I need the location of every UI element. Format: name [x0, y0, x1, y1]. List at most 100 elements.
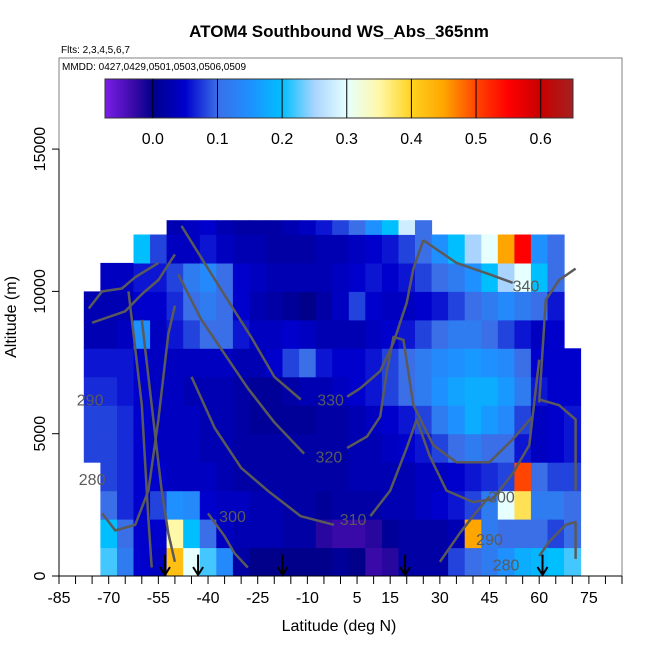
- heatmap-cell: [415, 433, 433, 463]
- heatmap-cell: [464, 547, 482, 577]
- colorbar-gradient: [104, 78, 574, 119]
- heatmap-cell: [381, 262, 399, 292]
- heatmap-cell: [315, 547, 333, 577]
- heatmap-cell: [332, 348, 350, 378]
- x-tick-label: 45: [481, 590, 499, 607]
- heatmap-cell: [315, 405, 333, 435]
- heatmap-cell: [282, 319, 300, 349]
- heatmap-cell: [282, 220, 300, 235]
- heatmap-cell: [199, 234, 217, 264]
- heatmap-cell: [481, 433, 499, 463]
- heatmap-cell: [415, 220, 433, 235]
- heatmap-cell: [166, 433, 184, 463]
- heatmap-cell: [183, 348, 201, 378]
- heatmap-cell: [530, 234, 548, 264]
- heatmap-cell: [431, 348, 449, 378]
- x-tick-label: -55: [147, 590, 170, 607]
- heatmap-cell: [415, 319, 433, 349]
- heatmap-cell: [530, 262, 548, 292]
- heatmap-cell: [514, 519, 532, 549]
- contour-label: 290: [476, 532, 503, 549]
- heatmap-cell: [431, 490, 449, 520]
- heatmap-cell: [481, 262, 499, 292]
- heatmap-cell: [497, 405, 515, 435]
- heatmap-cell: [398, 234, 416, 264]
- heatmap-cell: [365, 291, 383, 321]
- heatmap-cell: [282, 348, 300, 378]
- heatmap-cell: [365, 319, 383, 349]
- heatmap-cell: [348, 490, 366, 520]
- heatmap-cell: [216, 433, 234, 463]
- heatmap-cell: [299, 348, 317, 378]
- heatmap-cell: [530, 405, 548, 435]
- heatmap-cell: [530, 462, 548, 492]
- heatmap-cell: [100, 547, 118, 577]
- heatmap-cell: [481, 319, 499, 349]
- heatmap-cell: [530, 519, 548, 549]
- heatmap-cell: [431, 291, 449, 321]
- y-axis: 0 5000 10000 15000: [32, 127, 60, 580]
- heatmap-cell: [232, 291, 250, 321]
- heatmap-cell: [481, 291, 499, 321]
- colorbar-tick-label: 0.4: [400, 131, 422, 148]
- heatmap-cell: [315, 376, 333, 406]
- heatmap-cell: [332, 462, 350, 492]
- heatmap-cell: [547, 490, 565, 520]
- heatmap-cell: [199, 291, 217, 321]
- heatmap-cell: [232, 262, 250, 292]
- x-tick-label: 60: [530, 590, 548, 607]
- heatmap-cell: [166, 462, 184, 492]
- heatmap-cell: [266, 220, 284, 235]
- heatmap-cell: [150, 376, 168, 406]
- heatmap-cell: [315, 220, 333, 235]
- heatmap-cell: [216, 348, 234, 378]
- heatmap-cell: [365, 376, 383, 406]
- heatmap-cell: [497, 490, 515, 520]
- heatmap-cell: [514, 262, 532, 292]
- heatmap-cell: [547, 262, 565, 292]
- y-axis-label: Altitude (m): [3, 276, 20, 358]
- heatmap-cell: [481, 376, 499, 406]
- heatmap-cell: [299, 234, 317, 264]
- heatmap-cell: [266, 234, 284, 264]
- contour-line: [91, 253, 176, 324]
- heatmap-cell: [497, 376, 515, 406]
- heatmap-cell: [183, 490, 201, 520]
- heatmap-cell: [514, 348, 532, 378]
- contour-line: [127, 291, 153, 568]
- heatmap-cell: [431, 262, 449, 292]
- heatmap-cell: [464, 319, 482, 349]
- heatmap-cell: [332, 376, 350, 406]
- heatmap-cell: [266, 291, 284, 321]
- heatmap-cell: [133, 319, 151, 349]
- heatmap-cell: [216, 519, 234, 549]
- heatmap-cell: [299, 547, 317, 577]
- heatmap-cell: [381, 547, 399, 577]
- contour-line: [190, 376, 335, 527]
- heatmap-cell: [216, 547, 234, 577]
- heatmap-cell: [133, 376, 151, 406]
- heatmap-cell: [166, 376, 184, 406]
- heatmap-cell: [249, 220, 267, 235]
- heatmap-cell: [448, 262, 466, 292]
- heatmap-cell: [150, 291, 168, 321]
- x-tick-label: 30: [431, 590, 449, 607]
- heatmap-cell: [282, 433, 300, 463]
- heatmap-cell: [232, 234, 250, 264]
- heatmap-cell: [183, 291, 201, 321]
- y-tick-label: 15000: [32, 127, 49, 172]
- heatmap-cell: [117, 433, 135, 463]
- heatmap-cell: [514, 291, 532, 321]
- heatmap-cell: [365, 490, 383, 520]
- heatmap-cell: [216, 462, 234, 492]
- heatmap-cell: [249, 405, 267, 435]
- heatmap-cell: [365, 462, 383, 492]
- heatmap-cell: [398, 547, 416, 577]
- heatmap-cell: [249, 348, 267, 378]
- heatmap-cell: [183, 220, 201, 235]
- arrow-head: [536, 566, 549, 577]
- y-tick-label: 10000: [32, 269, 49, 314]
- heatmap-cell: [514, 376, 532, 406]
- heatmap-cell: [348, 234, 366, 264]
- heatmap-cell: [348, 291, 366, 321]
